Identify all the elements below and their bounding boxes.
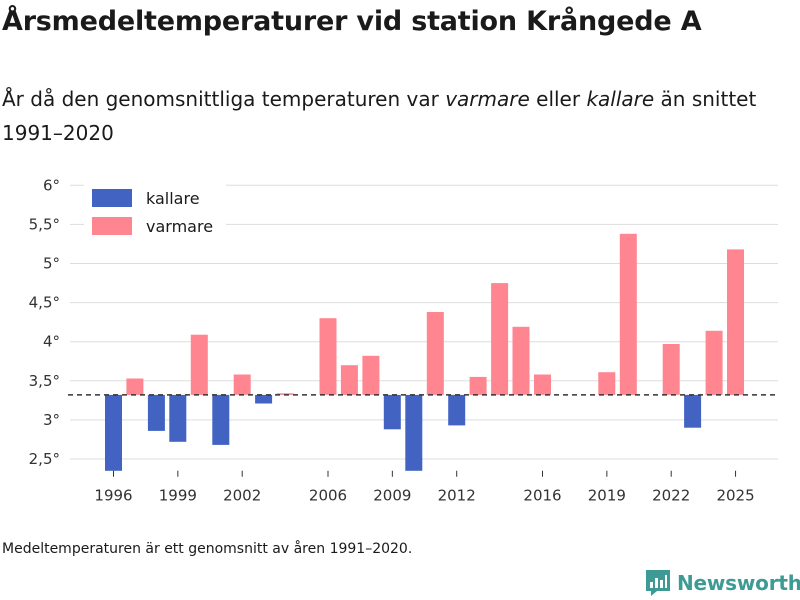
legend-swatch-colder: [92, 189, 132, 207]
warmer-bar-1997: [126, 378, 144, 395]
warmer-bar-2008: [362, 355, 380, 395]
colder-bar-2012: [448, 394, 466, 426]
subtitle-end: än snittet 1991–2020: [2, 87, 757, 145]
warmer-bar-2004: [276, 393, 294, 395]
chart-subtitle: År då den genomsnittliga temperaturen va…: [2, 82, 782, 150]
newsworthy-logo-icon: [646, 570, 670, 596]
legend-label-warmer: varmare: [146, 217, 213, 236]
warmer-bar-2002: [233, 374, 251, 395]
warmer-bar-2022: [662, 344, 680, 395]
colder-bar-2001: [212, 394, 230, 445]
x-tick-label: 2022: [652, 487, 690, 505]
newsworthy-logo[interactable]: Newsworthy: [645, 569, 800, 597]
x-tick-label: 2002: [223, 487, 261, 505]
warmer-bar-2007: [340, 365, 358, 395]
y-tick-label: 3,5°: [29, 372, 60, 390]
y-tick-label: 6°: [43, 176, 60, 194]
warmer-bar-2024: [705, 330, 723, 395]
y-tick-label: 3°: [43, 411, 60, 429]
x-tick-label: 2012: [438, 487, 476, 505]
colder-bar-2003: [255, 394, 273, 404]
warmer-bar-2006: [319, 318, 337, 395]
warmer-bar-2014: [491, 283, 509, 395]
chart-title: Årsmedeltemperaturer vid station Krånged…: [2, 6, 702, 37]
warmer-bar-2000: [190, 334, 208, 395]
y-tick-label: 2,5°: [29, 450, 60, 468]
legend-label-colder: kallare: [146, 189, 200, 208]
y-tick-label: 5°: [43, 255, 60, 273]
subtitle-warmer-word: varmare: [445, 87, 530, 111]
x-tick-label: 2006: [309, 487, 347, 505]
colder-bar-1996: [105, 394, 122, 471]
warmer-bar-2011: [426, 312, 444, 395]
warmer-bar-2019: [598, 372, 616, 395]
warmer-bar-2015: [512, 326, 530, 395]
x-tick-label: 1996: [94, 487, 132, 505]
colder-bar-2010: [405, 394, 423, 471]
x-tick-label: 2009: [373, 487, 411, 505]
colder-bar-1999: [169, 394, 187, 442]
colder-bar-1998: [147, 394, 165, 431]
colder-bar-2009: [383, 394, 401, 430]
x-tick-label: 2019: [588, 487, 626, 505]
subtitle-start: År då den genomsnittliga temperaturen va…: [2, 87, 446, 111]
warmer-bar-2025: [727, 249, 744, 395]
x-tick-label: 1999: [159, 487, 197, 505]
y-tick-label: 5,5°: [29, 215, 60, 233]
legend-swatch-warmer: [92, 217, 132, 235]
subtitle-middle: eller: [529, 87, 587, 111]
warmer-bar-2013: [469, 376, 487, 395]
footnote: Medeltemperaturen är ett genomsnitt av å…: [2, 541, 413, 557]
newsworthy-logo-text: Newsworthy: [677, 571, 800, 595]
x-tick-label: 2016: [523, 487, 561, 505]
subtitle-colder-word: kallare: [586, 87, 655, 111]
y-tick-label: 4°: [43, 333, 60, 351]
x-tick-label: 2025: [716, 487, 754, 505]
warmer-bar-2020: [619, 233, 637, 395]
warmer-bar-2016: [534, 374, 551, 395]
y-tick-label: 4,5°: [29, 294, 60, 312]
colder-bar-2023: [684, 394, 702, 428]
